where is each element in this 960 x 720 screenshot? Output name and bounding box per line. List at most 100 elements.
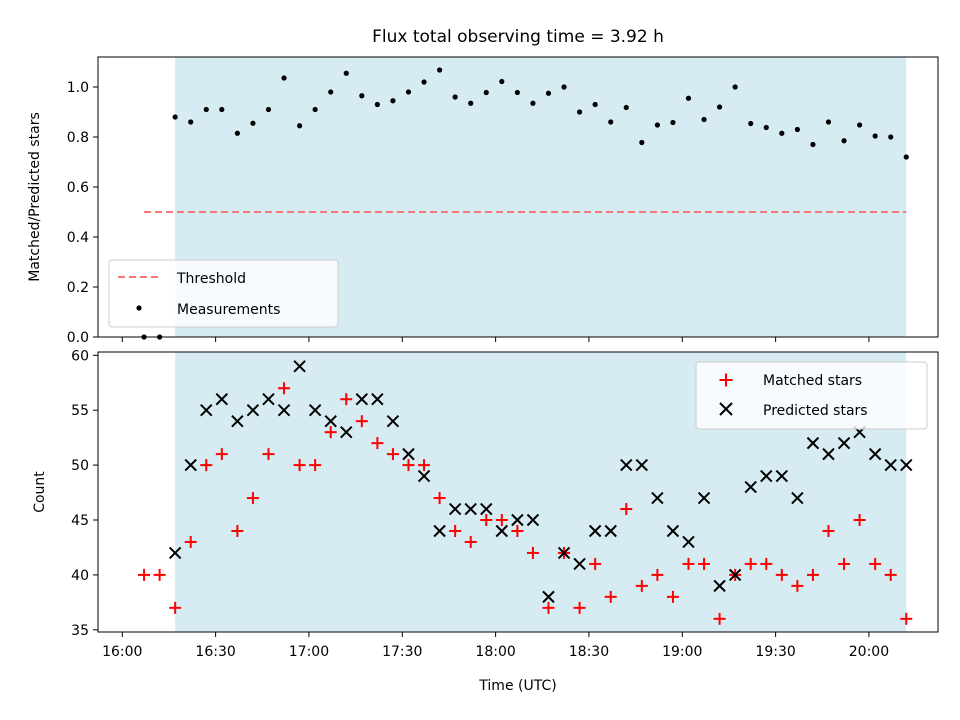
predicted-star-point bbox=[262, 393, 275, 406]
measurement-point bbox=[405, 89, 412, 95]
matched-star-point bbox=[309, 459, 322, 472]
y-tick-label: 35 bbox=[71, 623, 89, 639]
matched-star-point bbox=[340, 393, 353, 406]
matched-star-point bbox=[651, 568, 664, 581]
matched-star-point bbox=[698, 557, 711, 570]
legend-predicted-label: Predicted stars bbox=[763, 403, 868, 419]
predicted-star-point bbox=[542, 590, 555, 604]
matched-star-point bbox=[278, 382, 291, 395]
y-tick-label: 0.6 bbox=[67, 180, 89, 196]
matched-star-point bbox=[775, 568, 788, 581]
predicted-star-point bbox=[308, 403, 322, 417]
matched-star-point bbox=[464, 535, 477, 548]
matched-star-point bbox=[838, 557, 851, 570]
predicted-star-point bbox=[837, 436, 851, 450]
measurement-point bbox=[577, 109, 583, 115]
predicted-star-point bbox=[355, 393, 369, 406]
predicted-star-point bbox=[200, 403, 213, 417]
predicted-star-point bbox=[480, 502, 493, 516]
x-tick-label: 17:30 bbox=[382, 644, 422, 660]
measurement-point bbox=[857, 122, 863, 128]
measurement-point bbox=[685, 95, 692, 101]
measurement-point bbox=[390, 98, 396, 104]
measurement-point bbox=[250, 120, 256, 126]
matched-star-point bbox=[604, 590, 617, 603]
y-tick-label: 0.2 bbox=[67, 280, 89, 296]
predicted-star-point bbox=[588, 524, 602, 538]
legend-matched-swatch bbox=[719, 373, 733, 387]
matched-star-point bbox=[231, 524, 244, 537]
measurement-point bbox=[468, 100, 474, 106]
matched-star-point bbox=[573, 601, 586, 614]
measurement-point bbox=[810, 141, 816, 148]
x-tick-label: 16:30 bbox=[195, 644, 235, 660]
measurement-point bbox=[763, 124, 769, 131]
measurement-point bbox=[717, 104, 723, 110]
measurement-point bbox=[421, 79, 427, 85]
matched-star-point bbox=[511, 524, 524, 537]
predicted-star-point bbox=[791, 491, 804, 505]
predicted-star-point bbox=[884, 458, 897, 472]
measurement-point bbox=[437, 67, 443, 73]
matched-star-point bbox=[293, 459, 306, 472]
predicted-star-point bbox=[806, 436, 820, 450]
predicted-star-point bbox=[340, 425, 353, 439]
legend-measurements-label: Measurements bbox=[177, 302, 280, 318]
predicted-star-point bbox=[666, 524, 680, 538]
top-legend: Threshold Measurements bbox=[108, 259, 339, 328]
measurement-point bbox=[188, 119, 194, 125]
top-legend-box bbox=[108, 259, 339, 328]
predicted-star-point bbox=[215, 393, 229, 406]
matched-star-point bbox=[853, 514, 866, 526]
measurement-point bbox=[872, 133, 878, 139]
matched-star-point bbox=[806, 568, 819, 581]
x-tick-label: 17:00 bbox=[289, 644, 329, 660]
predicted-star-point bbox=[526, 513, 540, 527]
y-tick-label: 45 bbox=[71, 513, 89, 529]
matched-star-point bbox=[324, 426, 337, 439]
matched-star-point bbox=[744, 557, 757, 570]
y-tick-label: 0.8 bbox=[67, 130, 89, 146]
predicted-star-point bbox=[557, 546, 571, 560]
predicted-star-point bbox=[386, 414, 400, 428]
predicted-star-point bbox=[371, 393, 384, 406]
measurement-point bbox=[452, 94, 458, 100]
matched-star-point bbox=[449, 524, 462, 537]
measurement-point bbox=[234, 130, 240, 136]
matched-star-point bbox=[386, 448, 399, 461]
y-tick-label: 60 bbox=[71, 348, 89, 364]
measurement-point bbox=[343, 70, 349, 76]
predicted-star-point bbox=[573, 557, 586, 571]
y-tick-label: 40 bbox=[71, 568, 89, 584]
predicted-star-point bbox=[822, 447, 835, 461]
matched-star-point bbox=[200, 459, 213, 472]
x-tick-label: 19:00 bbox=[662, 644, 702, 660]
predicted-star-point bbox=[651, 491, 664, 505]
measurement-point bbox=[670, 119, 676, 126]
predicted-star-point bbox=[744, 480, 757, 494]
matched-star-point bbox=[760, 557, 773, 570]
predicted-star-point bbox=[775, 469, 789, 483]
measurement-point bbox=[265, 106, 272, 113]
y-tick-label: 1.0 bbox=[67, 80, 89, 96]
matched-star-point bbox=[791, 579, 804, 592]
measurement-point bbox=[374, 101, 380, 108]
matched-star-point bbox=[635, 579, 648, 592]
matched-star-point bbox=[822, 524, 835, 537]
predicted-star-point bbox=[511, 513, 524, 527]
top-y-axis-label: Matched/Predicted stars bbox=[27, 112, 43, 282]
measurement-point bbox=[779, 130, 785, 136]
top-panel: 0.0 0.2 0.4 0.6 0.8 1.0 Flux total observing … bbox=[27, 27, 939, 346]
measurement-point bbox=[639, 139, 645, 146]
x-tick-label: 19:30 bbox=[755, 644, 795, 660]
matched-star-point bbox=[900, 612, 913, 625]
y-tick-label: 0.0 bbox=[67, 330, 89, 346]
predicted-star-point bbox=[277, 403, 291, 417]
x-axis-label: Time (UTC) bbox=[478, 678, 556, 694]
measurement-point bbox=[841, 138, 847, 144]
matched-star-point bbox=[542, 601, 555, 614]
measurement-point bbox=[530, 100, 536, 106]
predicted-star-point bbox=[293, 360, 306, 373]
matched-star-point bbox=[480, 514, 493, 526]
predicted-star-point bbox=[231, 414, 244, 428]
